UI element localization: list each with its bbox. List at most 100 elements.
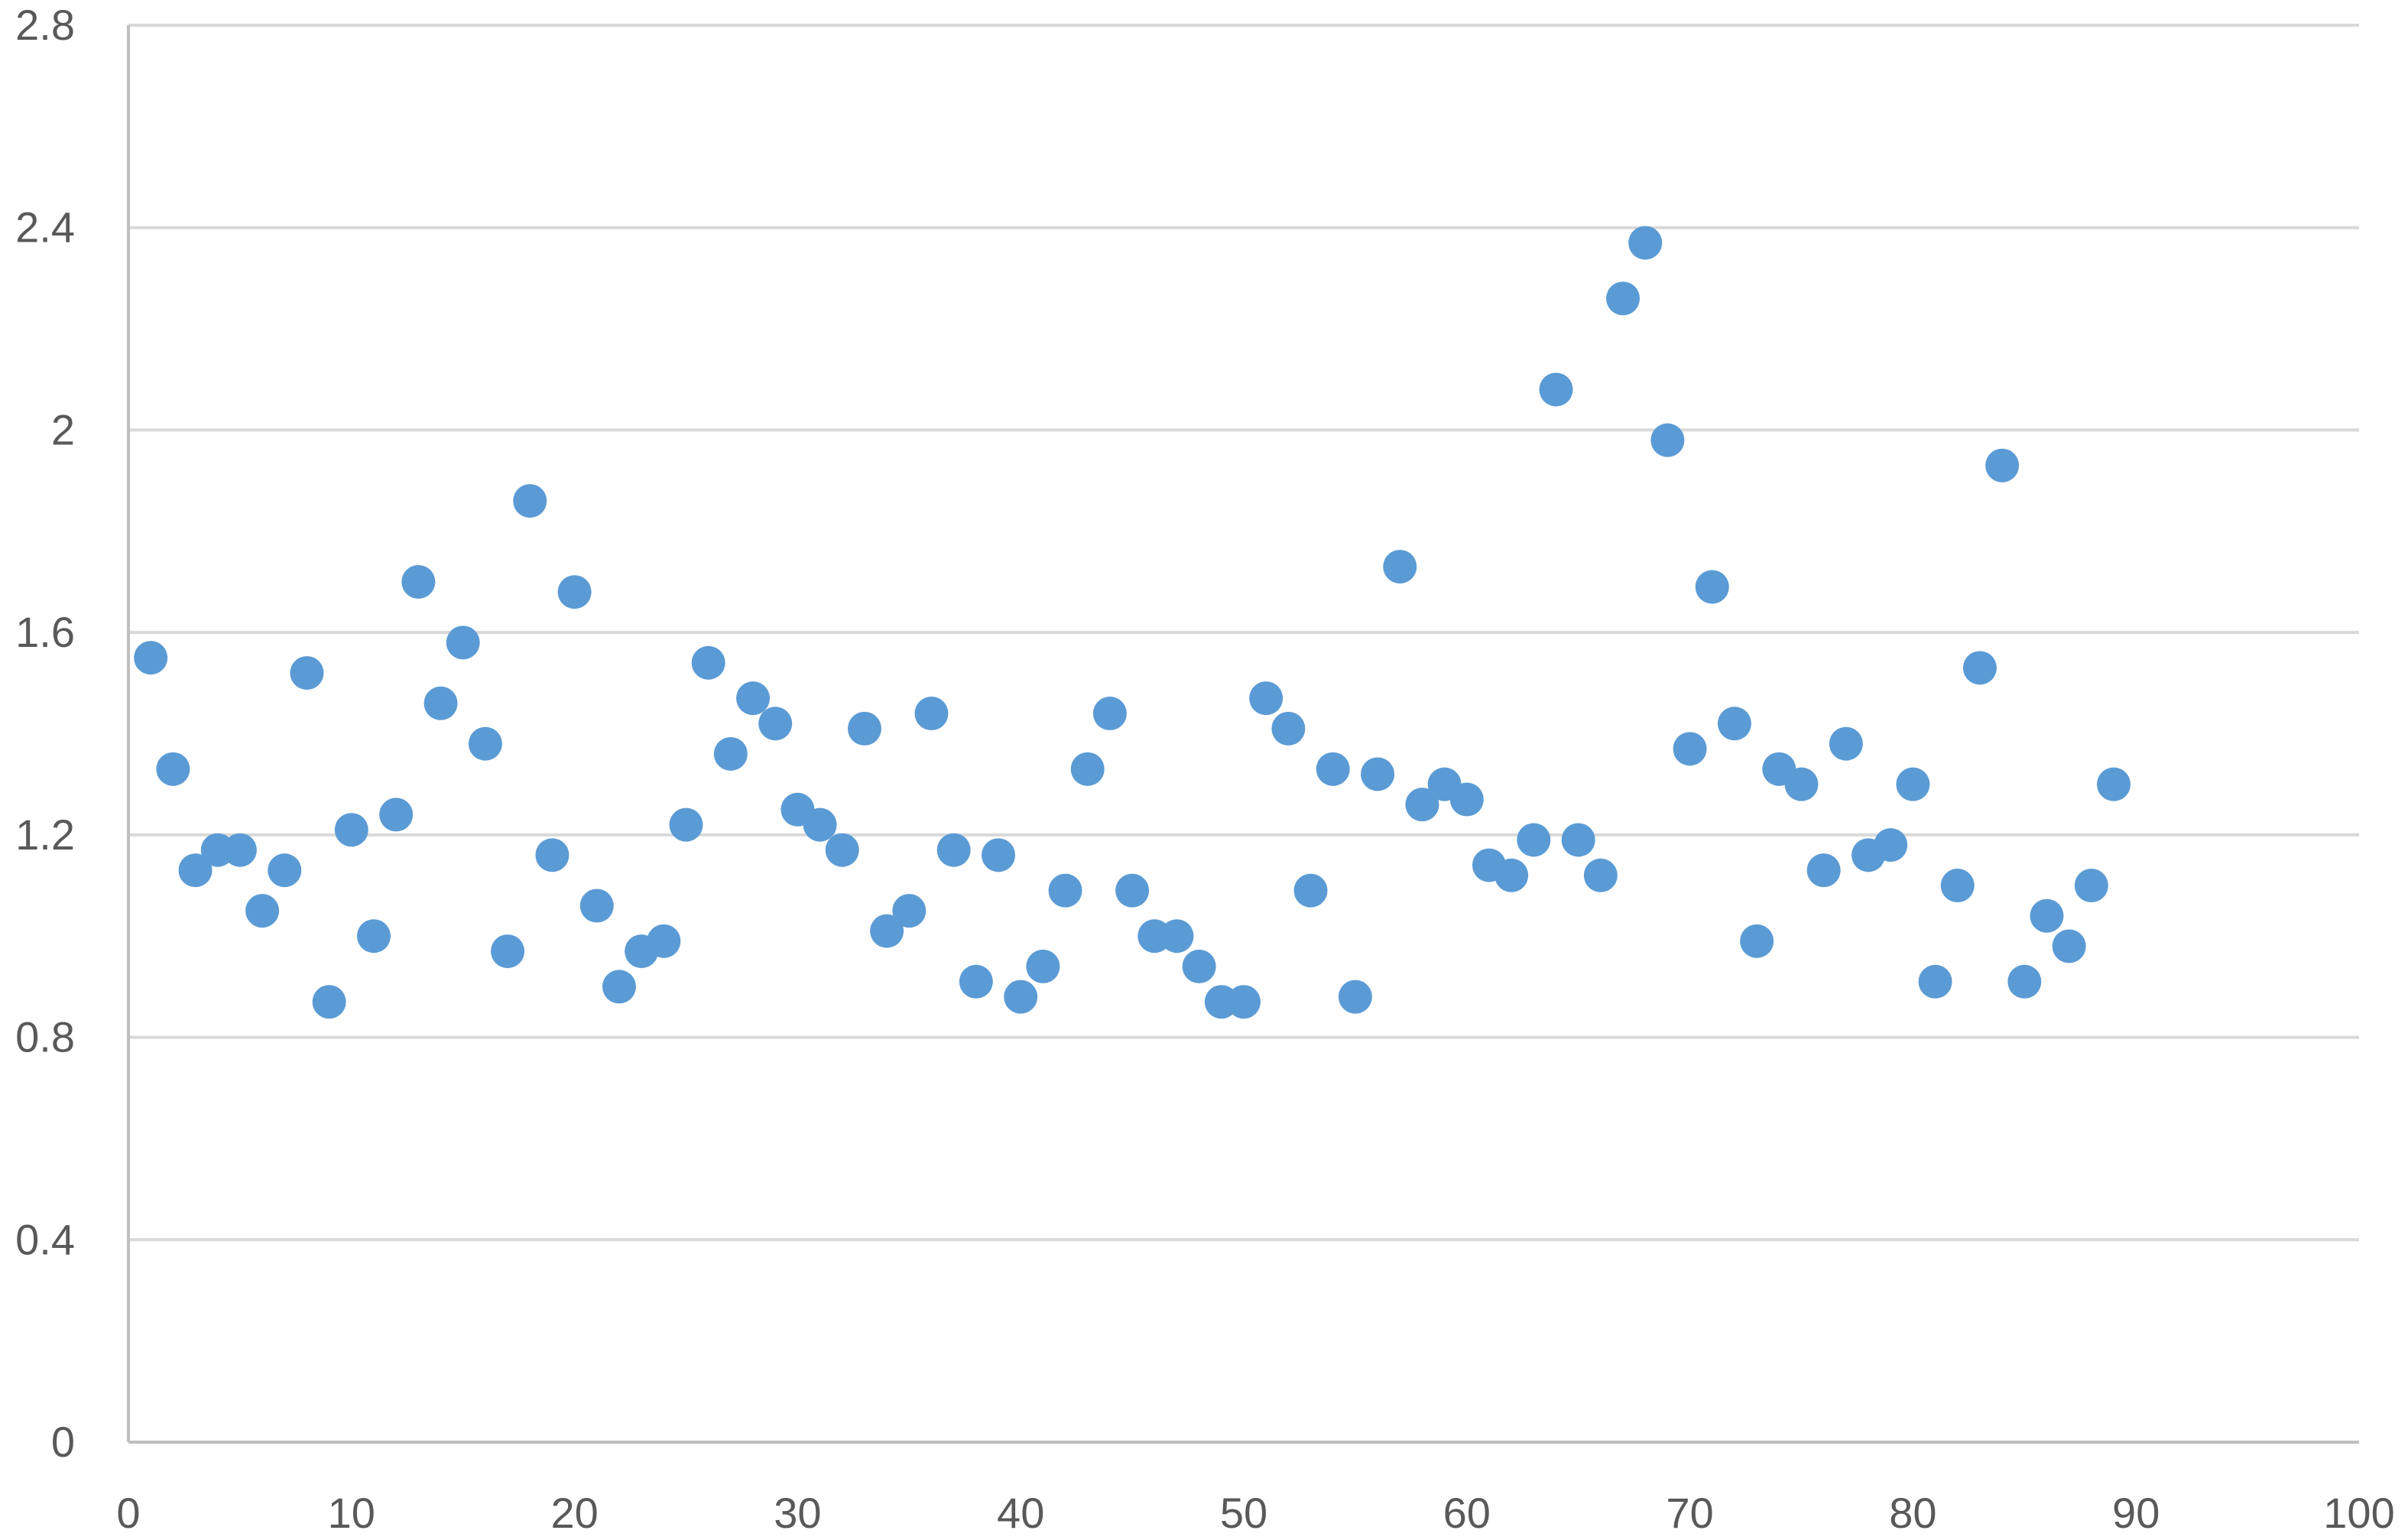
data-point xyxy=(535,838,570,872)
data-point xyxy=(1271,711,1306,746)
y-tick-label: 2.8 xyxy=(15,1,75,49)
x-tick-label: 0 xyxy=(116,1489,140,1537)
data-point xyxy=(1539,372,1573,407)
x-tick-label: 70 xyxy=(1666,1489,1713,1537)
data-point xyxy=(134,641,168,675)
gridlines xyxy=(128,24,2359,1242)
data-point xyxy=(936,833,971,867)
data-point xyxy=(1650,423,1685,457)
x-tick-label: 30 xyxy=(774,1489,821,1537)
x-tick-label: 50 xyxy=(1220,1489,1267,1537)
data-point xyxy=(825,833,859,867)
data-point xyxy=(268,853,302,888)
data-point xyxy=(557,575,592,609)
data-point xyxy=(579,889,614,923)
data-point xyxy=(1896,767,1930,801)
axes xyxy=(127,25,2359,1444)
data-point xyxy=(1740,924,1774,958)
x-tick-label: 40 xyxy=(997,1489,1044,1537)
data-point xyxy=(1405,788,1439,822)
data-point xyxy=(1182,949,1216,983)
data-point xyxy=(1361,757,1395,791)
y-tick-label: 1.6 xyxy=(15,608,75,656)
y-tick-label: 0.4 xyxy=(15,1215,75,1263)
data-point xyxy=(1338,980,1372,1014)
data-point xyxy=(758,707,793,741)
data-point xyxy=(1583,858,1618,892)
data-point xyxy=(424,686,458,720)
data-point xyxy=(156,752,190,786)
data-point xyxy=(312,985,346,1019)
data-point xyxy=(669,807,703,842)
data-point xyxy=(1829,726,1863,761)
data-point xyxy=(803,807,837,842)
data-point xyxy=(178,853,213,888)
data-point xyxy=(1561,823,1595,857)
data-point xyxy=(379,798,414,832)
data-point xyxy=(847,711,881,746)
y-tick-label: 2.4 xyxy=(15,203,75,252)
x-tick-label: 20 xyxy=(550,1489,598,1537)
x-tick-label: 80 xyxy=(1889,1489,1936,1537)
data-point xyxy=(602,970,636,1004)
data-point xyxy=(334,813,368,847)
data-point xyxy=(2007,964,2042,999)
data-point xyxy=(1517,823,1551,857)
data-point xyxy=(446,625,480,660)
data-point xyxy=(1383,550,1417,584)
data-point xyxy=(2052,929,2086,963)
data-point xyxy=(1249,681,1284,716)
data-point xyxy=(1985,448,2020,482)
data-point xyxy=(1160,919,1194,954)
data-point xyxy=(647,924,681,958)
data-point xyxy=(222,833,257,867)
y-tick-label: 2 xyxy=(51,405,75,453)
data-point xyxy=(2030,898,2064,933)
data-point xyxy=(2097,767,2131,801)
data-point xyxy=(1673,732,1707,766)
data-point xyxy=(491,934,525,969)
data-point xyxy=(914,697,949,731)
data-point xyxy=(1940,869,1975,903)
data-point xyxy=(736,681,771,716)
data-point xyxy=(713,736,748,771)
x-tick-label: 100 xyxy=(2323,1489,2394,1537)
data-point xyxy=(513,484,547,518)
data-point xyxy=(1784,767,1819,801)
x-tick-label: 10 xyxy=(328,1489,375,1537)
data-point xyxy=(468,726,502,761)
data-points xyxy=(134,226,2131,1019)
y-tick-label: 0 xyxy=(51,1418,75,1466)
x-tick-labels: 0 10 20 30 40 50 60 70 80 90 100 xyxy=(116,1489,2394,1537)
x-tick-label: 60 xyxy=(1443,1489,1491,1537)
data-point xyxy=(892,894,927,928)
data-point xyxy=(1048,873,1082,908)
data-point xyxy=(1918,964,1952,999)
data-point xyxy=(1316,752,1350,786)
data-point xyxy=(1092,697,1127,731)
data-point xyxy=(1695,570,1729,604)
data-point xyxy=(1293,873,1328,908)
data-point xyxy=(1874,828,1908,863)
data-point xyxy=(401,564,436,599)
data-point xyxy=(290,656,324,690)
y-tick-labels: 0 0.4 0.8 1.2 1.6 2 2.4 2.8 xyxy=(15,1,75,1466)
data-point xyxy=(356,919,391,954)
data-point xyxy=(245,894,280,928)
data-point xyxy=(1806,853,1841,888)
data-point xyxy=(1449,782,1484,817)
y-tick-label: 0.8 xyxy=(15,1013,75,1061)
data-point xyxy=(959,964,993,999)
data-point xyxy=(1115,873,1150,908)
data-point xyxy=(1026,949,1060,983)
data-point xyxy=(1004,980,1038,1014)
data-point xyxy=(1606,281,1640,316)
data-point xyxy=(870,914,904,948)
data-point xyxy=(1070,752,1105,786)
data-point xyxy=(691,645,725,680)
data-point xyxy=(1962,651,1997,685)
y-tick-label: 1.2 xyxy=(15,811,75,859)
data-point xyxy=(1717,707,1751,741)
data-point xyxy=(982,838,1016,872)
data-point xyxy=(1628,226,1663,260)
